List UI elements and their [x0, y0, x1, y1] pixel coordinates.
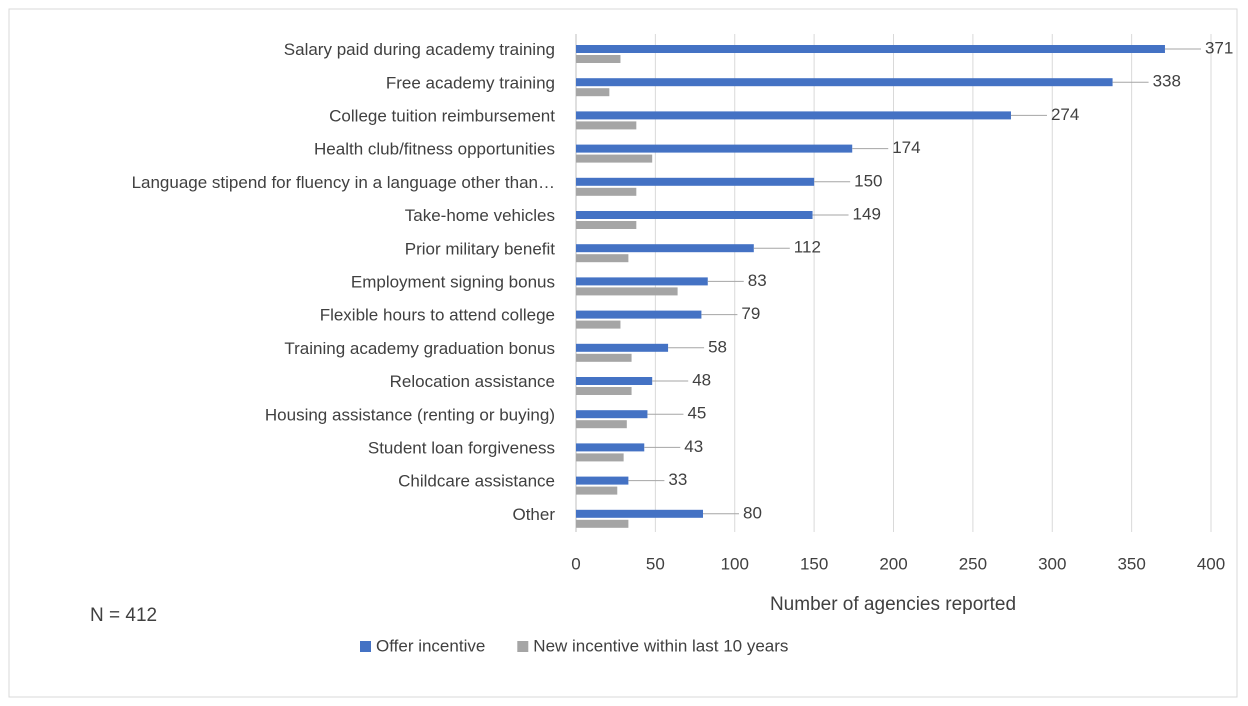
bar — [576, 353, 632, 362]
legend-swatch — [517, 641, 529, 652]
y-tick-label: Employment signing bonus — [351, 272, 555, 291]
y-tick-label: Childcare assistance — [398, 472, 555, 491]
bar — [576, 177, 815, 186]
data-label: 33 — [668, 470, 687, 489]
y-tick-label: College tuition reimbursement — [329, 106, 555, 125]
y-tick-label: Salary paid during academy training — [284, 40, 555, 59]
data-label: 174 — [892, 138, 920, 157]
x-tick-label: 100 — [721, 554, 749, 573]
data-label: 48 — [692, 370, 711, 389]
bar — [576, 443, 645, 452]
data-label: 338 — [1153, 72, 1181, 91]
data-label: 150 — [854, 171, 882, 190]
bar — [576, 486, 618, 495]
x-tick-label: 300 — [1038, 554, 1066, 573]
bar — [576, 519, 629, 528]
bar — [576, 410, 648, 419]
data-label: 80 — [743, 503, 762, 522]
bar — [576, 111, 1011, 120]
x-tick-label: 350 — [1117, 554, 1145, 573]
y-tick-label: Language stipend for fluency in a langua… — [132, 173, 555, 192]
bar — [576, 343, 669, 352]
bar — [576, 78, 1113, 87]
bar — [576, 121, 637, 130]
data-label: 149 — [853, 204, 881, 223]
y-tick-label: Free academy training — [386, 73, 555, 92]
bar — [576, 211, 813, 219]
x-tick-label: 250 — [959, 554, 987, 573]
y-tick-label: Health club/fitness opportunities — [314, 140, 555, 159]
bar — [576, 187, 637, 196]
x-tick-label: 200 — [879, 554, 907, 573]
y-tick-label: Student loan forgiveness — [368, 438, 555, 457]
data-label: 112 — [794, 238, 821, 257]
bar — [576, 420, 627, 429]
data-label: 371 — [1205, 38, 1233, 57]
y-tick-label: Flexible hours to attend college — [320, 306, 555, 325]
bar — [576, 387, 632, 395]
data-label: 45 — [687, 404, 706, 423]
bar — [576, 244, 754, 253]
legend-label: Offer incentive — [376, 636, 485, 655]
bar — [576, 45, 1165, 53]
bar — [576, 509, 703, 518]
bar — [576, 144, 853, 153]
annotation: N = 412 — [90, 605, 157, 626]
legend-label: New incentive within last 10 years — [533, 636, 788, 655]
bar — [576, 310, 702, 319]
bar — [576, 277, 708, 286]
y-tick-label: Take-home vehicles — [405, 206, 555, 225]
bar — [576, 320, 621, 329]
x-tick-label: 0 — [571, 554, 580, 573]
x-axis-title: Number of agencies reported — [770, 594, 1016, 615]
bar — [576, 476, 629, 485]
x-tick-label: 150 — [800, 554, 828, 573]
data-label: 79 — [741, 304, 760, 323]
bar — [576, 88, 610, 97]
y-tick-label: Prior military benefit — [405, 239, 555, 258]
data-label: 43 — [684, 437, 703, 456]
data-label: 83 — [748, 271, 767, 290]
data-label: 58 — [708, 337, 727, 356]
bar — [576, 254, 629, 263]
bar — [576, 221, 637, 229]
bar — [576, 154, 653, 163]
y-tick-label: Relocation assistance — [390, 372, 555, 391]
y-tick-label: Housing assistance (renting or buying) — [265, 405, 555, 424]
bar — [576, 287, 678, 296]
x-tick-label: 50 — [646, 554, 665, 573]
data-label: 274 — [1051, 105, 1079, 124]
legend-swatch — [360, 641, 371, 652]
bar — [576, 453, 624, 462]
bar — [576, 55, 621, 63]
bar — [576, 377, 653, 385]
x-tick-label: 400 — [1197, 554, 1225, 573]
y-tick-label: Training academy graduation bonus — [284, 339, 555, 358]
y-tick-label: Other — [512, 505, 555, 524]
